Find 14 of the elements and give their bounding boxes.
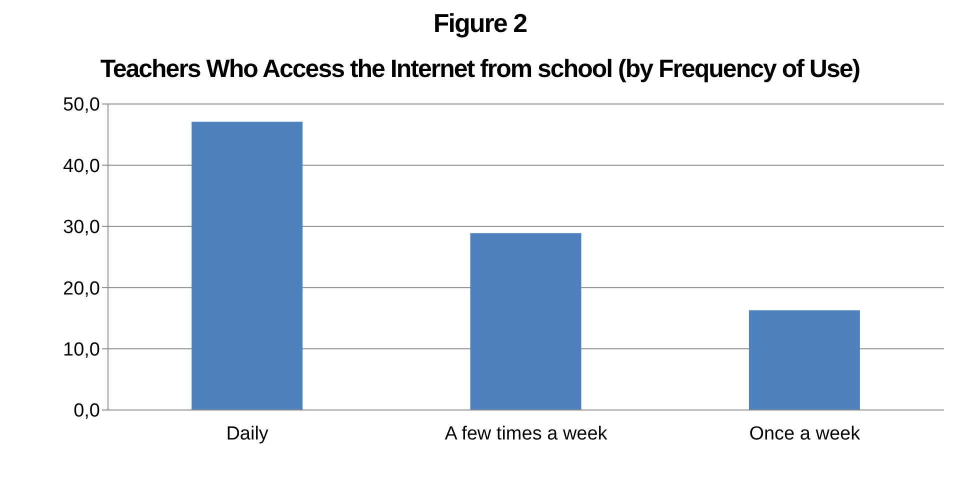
bar bbox=[748, 310, 860, 410]
y-tick-label: 50,0 bbox=[63, 94, 100, 116]
y-tick-label: 40,0 bbox=[63, 156, 100, 177]
chart-title: Figure 2 bbox=[432, 8, 528, 39]
bar bbox=[470, 233, 582, 410]
y-tick-label: 30,0 bbox=[63, 217, 100, 238]
chart-subtitle: Teachers Who Access the Internet from school (by Frequency of Use) bbox=[99, 55, 861, 84]
y-tick-label: 0,0 bbox=[74, 400, 100, 422]
x-tick-label: Once a week bbox=[749, 423, 861, 444]
x-tick-label: Daily bbox=[226, 423, 269, 444]
bar bbox=[192, 122, 303, 410]
y-tick-label: 10,0 bbox=[63, 340, 100, 361]
y-tick-label: 20,0 bbox=[63, 278, 100, 300]
x-tick-label: A few times a week bbox=[444, 423, 608, 444]
